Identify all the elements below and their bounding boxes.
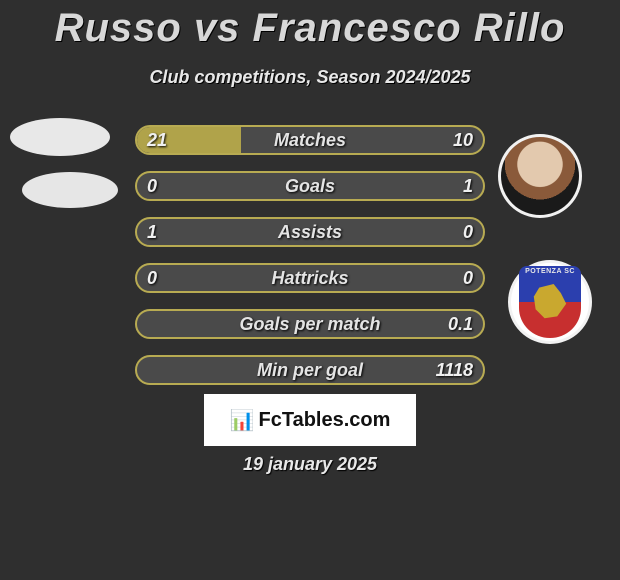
player-left-avatar-placeholder-top	[10, 118, 110, 156]
player-right-avatar	[498, 134, 582, 218]
player-left-avatar-placeholder-bottom	[22, 172, 118, 208]
stat-value-right: 0	[463, 265, 473, 291]
stat-row-min-per-goal: Min per goal 1118	[135, 355, 485, 385]
player-right-club-crest: POTENZA SC	[508, 260, 592, 344]
stat-value-right: 1	[463, 173, 473, 199]
snapshot-date: 19 january 2025	[0, 454, 620, 475]
club-crest-shield: POTENZA SC	[519, 266, 581, 338]
stat-label: Assists	[137, 219, 483, 245]
branding-text: FcTables.com	[259, 409, 391, 432]
stat-row-goals: 0 Goals 1	[135, 171, 485, 201]
branding-chart-icon: 📊	[230, 408, 255, 433]
page-subtitle: Club competitions, Season 2024/2025	[0, 67, 620, 88]
stat-label: Matches	[137, 127, 483, 153]
stat-row-goals-per-match: Goals per match 0.1	[135, 309, 485, 339]
stat-value-right: 0.1	[448, 311, 473, 337]
branding-link[interactable]: 📊 FcTables.com	[204, 394, 416, 446]
stat-label: Goals	[137, 173, 483, 199]
club-crest-text: POTENZA SC	[519, 268, 581, 275]
stat-row-matches: 21 Matches 10	[135, 125, 485, 155]
stat-value-right: 0	[463, 219, 473, 245]
stat-row-assists: 1 Assists 0	[135, 217, 485, 247]
stat-value-right: 10	[453, 127, 473, 153]
stat-row-hattricks: 0 Hattricks 0	[135, 263, 485, 293]
stat-label: Min per goal	[137, 357, 483, 383]
stat-value-right: 1118	[436, 357, 473, 383]
stat-bars-container: 21 Matches 10 0 Goals 1 1 Assists 0 0 Ha…	[135, 125, 485, 401]
stat-label: Hattricks	[137, 265, 483, 291]
stat-label: Goals per match	[137, 311, 483, 337]
page-title: Russo vs Francesco Rillo	[0, 0, 620, 51]
